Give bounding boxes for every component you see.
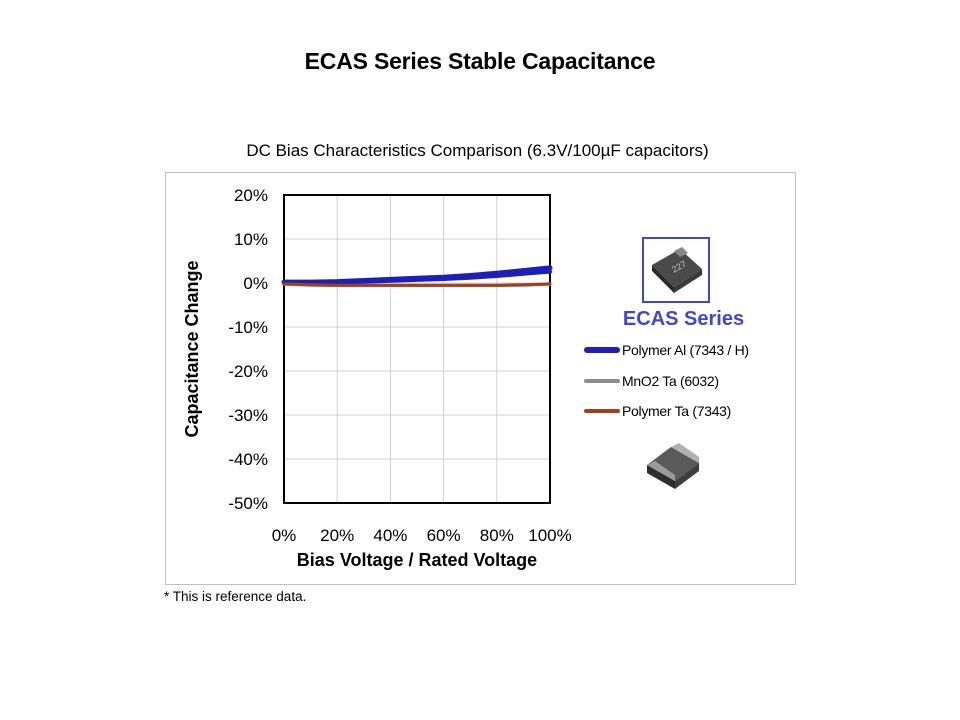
series-line-polymer-ta: [282, 282, 552, 287]
legend-label-polymer-ta: Polymer Ta (7343): [622, 403, 732, 419]
legend-label-polymer-al: Polymer Al (7343 / H): [622, 342, 749, 358]
y-axis-label: Capacitance Change: [182, 260, 202, 437]
y-tick-label: -10%: [228, 318, 268, 337]
capacitor-ecas-chip-icon: 227: [652, 247, 702, 293]
legend-swatch-polymer-al: [584, 347, 620, 353]
footnote: * This is reference data.: [164, 589, 307, 604]
y-tick-label: 10%: [234, 230, 268, 249]
x-tick-label: 60%: [427, 526, 461, 545]
y-tick-label: -20%: [228, 362, 268, 381]
y-tick-label: -40%: [228, 450, 268, 469]
x-tick-label: 40%: [373, 526, 407, 545]
y-tick-label: 20%: [234, 186, 268, 205]
legend-swatch-polymer-ta: [584, 409, 620, 413]
x-tick-label: 0%: [272, 526, 297, 545]
chart-title: DC Bias Characteristics Comparison (6.3V…: [246, 141, 709, 160]
y-tick-label: 0%: [243, 274, 268, 293]
x-axis-label: Bias Voltage / Rated Voltage: [297, 550, 537, 570]
x-tick-label: 20%: [320, 526, 354, 545]
plot-area-border: [283, 194, 551, 504]
y-tick-label: -50%: [228, 494, 268, 513]
legend-item-polymer-ta: Polymer Ta (7343): [584, 401, 731, 421]
legend-label-mno2-ta: MnO2 Ta (6032): [622, 373, 719, 389]
legend-swatch-mno2-ta: [584, 379, 620, 383]
x-tick-label: 100%: [528, 526, 571, 545]
series-line-polymer-al-upper: [281, 265, 553, 285]
chart-frame: 20% 10% 0% -10% -20% -30% -40% -50% 0% 20% 40% 60% 8…: [165, 172, 796, 585]
ecas-series-label: ECAS Series: [622, 308, 745, 330]
legend-item-polymer-al: Polymer Al (7343 / H): [584, 340, 749, 360]
chart-svg: 20%10%0%-10%-20%-30%-40%-50%0% 20% 40% 60% 8…: [182, 186, 572, 570]
legend-item-mno2-ta: MnO2 Ta (6032): [584, 371, 719, 391]
ecas-product-image: 227: [642, 237, 710, 303]
slide-title: ECAS Series Stable Capacitance: [304, 48, 656, 74]
capacitor-ta-chip-icon: [647, 443, 699, 489]
y-tick-label: -30%: [228, 406, 268, 425]
x-tick-label: 80%: [480, 526, 514, 545]
ta-product-image: [641, 435, 705, 495]
